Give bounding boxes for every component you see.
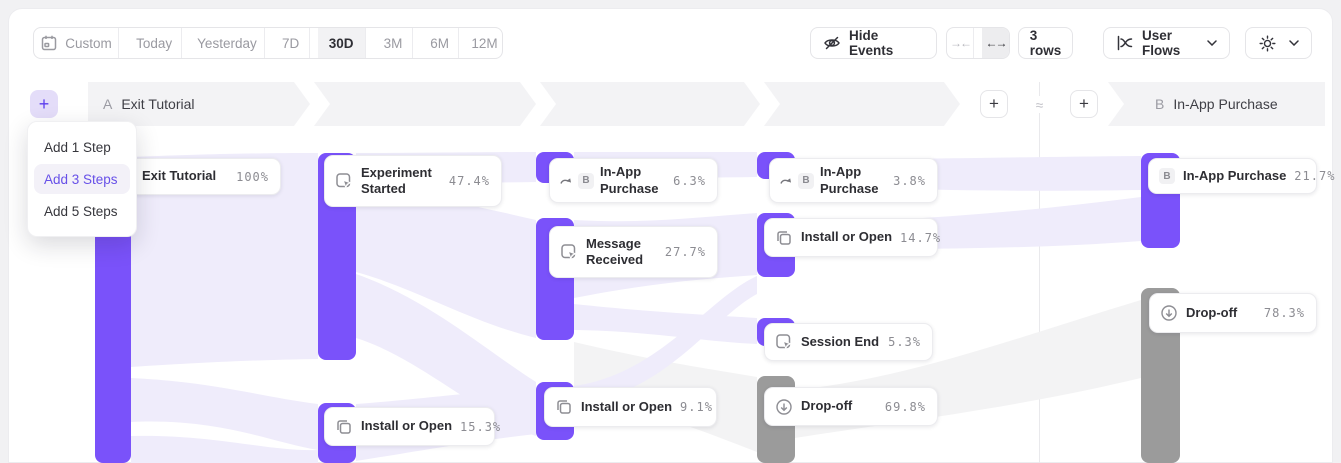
node-experiment-started[interactable]: Experiment Started 47.4% — [324, 155, 502, 207]
chevron-down-icon — [1207, 40, 1217, 46]
node-drop-off-step4[interactable]: Drop-off 69.8% — [764, 387, 938, 426]
date-range-12m[interactable]: 12M — [471, 35, 498, 51]
step-b-band[interactable]: B In-App Purchase — [1108, 82, 1325, 126]
node-install-or-open-step3[interactable]: Install or Open 9.1% — [544, 387, 717, 427]
node-percent: 14.7% — [900, 230, 942, 245]
expand-icon: ←→ — [985, 36, 1008, 50]
node-percent: 9.1% — [680, 400, 713, 414]
step-letter: A — [103, 96, 113, 112]
menu-item-add-3-steps[interactable]: Add 3 Steps — [34, 164, 130, 194]
step-b-badge: B — [578, 172, 594, 189]
date-range-yesterday[interactable]: Yesterday — [190, 28, 265, 58]
date-range-selector: Custom Today Yesterday 7D 30D 3M 6M 12M — [33, 27, 503, 59]
node-message-received[interactable]: Message Received 27.7% — [549, 226, 718, 278]
node-label: Exit Tutorial — [142, 168, 217, 184]
date-range-today[interactable]: Today — [127, 28, 183, 58]
node-percent: 15.3% — [460, 419, 502, 434]
node-drop-off-b[interactable]: Drop-off 78.3% — [1149, 293, 1317, 333]
step-band-segment — [540, 82, 760, 126]
node-percent: 78.3% — [1263, 306, 1305, 320]
chevron-down-icon — [1289, 40, 1299, 46]
arrow-down-circle-icon — [1160, 304, 1178, 322]
step-name: Exit Tutorial — [121, 96, 195, 112]
step-a-band[interactable]: A Exit Tutorial — [88, 82, 310, 126]
step-band-segment — [764, 82, 960, 126]
click-event-icon — [560, 243, 578, 261]
step-letter: B — [1155, 96, 1165, 112]
step-name: In-App Purchase — [1173, 96, 1278, 112]
node-percent: 5.3% — [888, 335, 921, 349]
plus-icon: + — [1079, 94, 1089, 113]
calendar-icon — [40, 34, 58, 52]
add-step-button[interactable]: + — [30, 90, 58, 118]
node-label: In-App Purchase — [820, 164, 879, 196]
node-install-or-open-step4[interactable]: Install or Open 14.7% — [764, 218, 942, 257]
node-in-app-purchase-b[interactable]: B In-App Purchase 21.7% — [1148, 158, 1334, 194]
add-step-menu: Add 1 Step Add 3 Steps Add 5 Steps — [27, 121, 137, 237]
chart-type-dropdown[interactable]: User Flows — [1103, 27, 1230, 59]
step-band-segment — [314, 82, 536, 126]
copy-icon — [555, 398, 573, 416]
width-toggle: →← ←→ — [946, 27, 1010, 59]
copy-icon — [335, 418, 353, 436]
node-percent: 3.8% — [893, 173, 926, 188]
click-event-icon — [335, 172, 353, 190]
gear-icon — [1258, 34, 1277, 53]
node-session-end[interactable]: Session End 5.3% — [764, 323, 933, 361]
menu-item-add-1-step[interactable]: Add 1 Step — [44, 139, 111, 155]
copy-icon — [775, 229, 793, 247]
approx-symbol: ≈ — [1028, 96, 1051, 113]
node-in-app-purchase-step3[interactable]: B In-App Purchase 6.3% — [549, 158, 718, 203]
add-column-button-left[interactable]: + — [980, 90, 1008, 118]
node-percent: 21.7% — [1294, 169, 1336, 183]
date-range-custom[interactable]: Custom — [34, 28, 119, 58]
step-b-badge: B — [1159, 168, 1175, 184]
node-percent: 100% — [236, 169, 269, 184]
add-column-button-right[interactable]: + — [1070, 90, 1098, 118]
node-percent: 47.4% — [448, 174, 490, 188]
date-range-30d[interactable]: 30D — [317, 28, 366, 58]
node-label: Install or Open — [581, 398, 673, 414]
node-label: Install or Open — [361, 418, 453, 434]
step-b-badge: B — [798, 172, 814, 189]
user-flows-chart-icon — [1116, 34, 1134, 52]
menu-item-add-5-steps[interactable]: Add 5 Steps — [44, 203, 118, 219]
settings-button[interactable] — [1245, 27, 1312, 59]
trend-arrow-icon — [560, 175, 572, 187]
node-label: Drop-off — [801, 398, 853, 414]
collapse-columns-button[interactable]: →← — [947, 28, 975, 58]
node-label: In-App Purchase — [600, 164, 659, 196]
click-event-icon — [775, 333, 793, 351]
node-label: Drop-off — [1186, 304, 1238, 320]
node-install-or-open-step2[interactable]: Install or Open 15.3% — [324, 407, 500, 446]
node-label: Session End — [801, 333, 880, 349]
node-in-app-purchase-step4[interactable]: B In-App Purchase 3.8% — [769, 158, 938, 203]
rows-button[interactable]: 3 rows — [1018, 27, 1073, 59]
plus-icon: + — [989, 94, 999, 113]
date-range-3m[interactable]: 3M — [374, 28, 414, 58]
node-label: In-App Purchase — [1183, 167, 1287, 183]
expand-columns-button[interactable]: ←→ — [982, 28, 1009, 58]
node-percent: 27.7% — [664, 245, 706, 259]
date-range-6m[interactable]: 6M — [421, 28, 459, 58]
eye-off-icon — [823, 34, 841, 52]
trend-arrow-icon — [780, 175, 792, 187]
node-label: Experiment Started — [361, 164, 432, 196]
hide-events-button[interactable]: Hide Events — [810, 27, 937, 59]
plus-icon: + — [38, 93, 50, 114]
node-label: Message Received — [586, 235, 644, 267]
collapse-icon: →← — [950, 36, 972, 50]
node-percent: 6.3% — [673, 173, 706, 188]
arrow-down-circle-icon — [775, 398, 793, 416]
node-label: Install or Open — [801, 229, 893, 245]
node-percent: 69.8% — [884, 399, 926, 414]
panel-divider — [1039, 82, 1040, 463]
date-range-7d[interactable]: 7D — [273, 28, 310, 58]
